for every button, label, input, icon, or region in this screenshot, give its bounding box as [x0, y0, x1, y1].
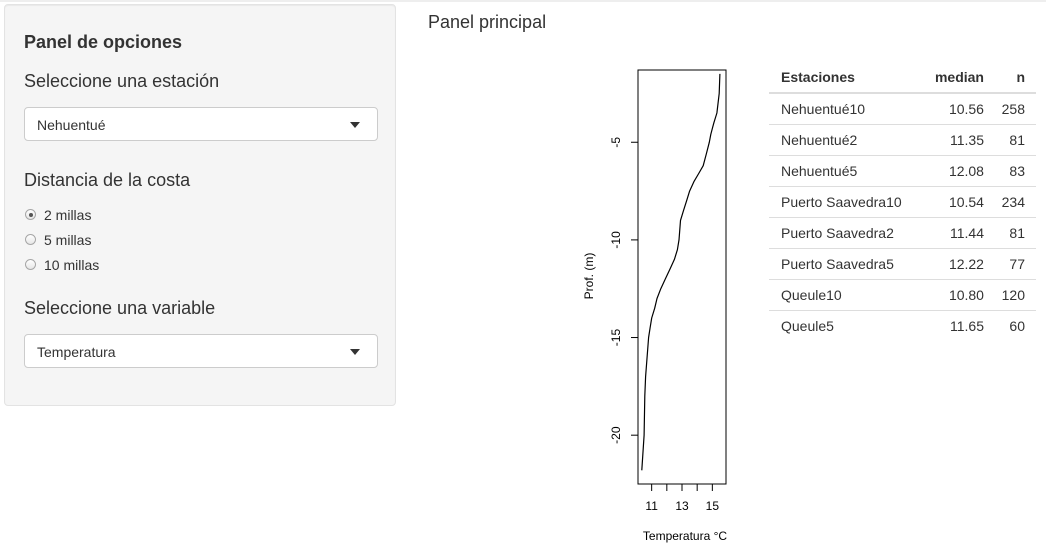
cell-station: Puerto Saavedra10 [769, 186, 920, 218]
cell-median: 10.56 [948, 101, 984, 117]
sidebar-title: Panel de opciones [24, 32, 183, 52]
cell-station: Puerto Saavedra2 [769, 217, 920, 249]
distance-label: Distancia de la costa [24, 170, 191, 190]
radio-unchecked-icon[interactable] [25, 234, 36, 245]
x-tick-label: 15 [706, 499, 720, 513]
chevron-down-icon [350, 122, 360, 128]
table-row: Nehuentué5 12.08 83 [769, 155, 1036, 187]
temperature-depth-plot: 11 13 15 -5 -10 -15 -20 Temperatura °C Prof. (m) [582, 69, 727, 543]
cell-n: 83 [995, 155, 1036, 187]
cell-n: 234 [995, 186, 1036, 218]
cell-median: 11.44 [919, 217, 996, 249]
table-row: Queule10 10.80 120 [769, 279, 1036, 311]
cell-n: 77 [995, 248, 1036, 280]
main-panel-title: Panel principal [428, 12, 547, 32]
station-select-value: Nehuentué [37, 117, 106, 133]
y-axis-label: Prof. (m) [582, 253, 596, 300]
table-row: Nehuentué10 10.56 258 [769, 93, 1036, 125]
cell-station: Nehuentué2 [769, 124, 920, 156]
radio-label: 2 millas [44, 207, 92, 223]
radio-checked-icon[interactable] [25, 209, 36, 220]
cell-n: 258 [1001, 101, 1025, 117]
variable-select-value: Temperatura [37, 344, 116, 360]
table-row: Queule5 11.65 60 [769, 310, 1036, 341]
cell-station: Nehuentué10 [781, 101, 866, 117]
cell-station: Nehuentué5 [769, 155, 920, 187]
cell-n: 60 [995, 310, 1036, 341]
profile-line [641, 73, 721, 471]
chevron-down-icon [350, 349, 360, 355]
station-label: Seleccione una estación [24, 71, 220, 91]
header-median: median [919, 62, 996, 94]
radio-label: 5 millas [44, 232, 92, 248]
cell-median: 11.65 [919, 310, 996, 341]
cell-median: 10.80 [919, 279, 996, 311]
header-n: n [995, 62, 1036, 94]
stations-summary-table: Estaciones median n Nehuentué10 10.56 25… [769, 62, 1036, 341]
cell-station: Puerto Saavedra5 [769, 248, 920, 280]
table-row: Puerto Saavedra10 10.54 234 [769, 186, 1036, 218]
cell-n: 81 [995, 124, 1036, 156]
radio-label: 10 millas [44, 257, 100, 273]
cell-station: Queule10 [769, 279, 920, 311]
cell-median: 10.54 [919, 186, 996, 218]
y-tick-label: -5 [609, 137, 623, 148]
y-tick-label: -15 [609, 329, 623, 347]
station-select[interactable]: Nehuentué [24, 107, 378, 141]
cell-median: 11.35 [919, 124, 996, 156]
top-divider [0, 0, 1046, 2]
variable-label: Seleccione una variable [24, 298, 216, 318]
cell-median: 12.08 [919, 155, 996, 187]
table-row: Puerto Saavedra5 12.22 77 [769, 248, 1036, 280]
table-header-row: Estaciones median n [769, 62, 1036, 94]
plot-frame [637, 69, 727, 485]
radio-unchecked-icon[interactable] [25, 259, 36, 270]
x-tick-label: 13 [675, 499, 689, 513]
x-axis-label: Temperatura °C [643, 529, 727, 543]
table-row: Puerto Saavedra2 11.44 81 [769, 217, 1036, 249]
y-tick-label: -20 [609, 426, 623, 444]
x-tick-label: 11 [645, 499, 658, 513]
variable-select[interactable]: Temperatura [24, 334, 378, 368]
cell-n: 81 [995, 217, 1036, 249]
header-estaciones: Estaciones [769, 62, 920, 94]
cell-station: Queule5 [769, 310, 920, 341]
table-row: Nehuentué2 11.35 81 [769, 124, 1036, 156]
y-tick-label: -10 [609, 231, 623, 249]
cell-median: 12.22 [919, 248, 996, 280]
sidebar-panel: Panel de opciones Seleccione una estació… [4, 4, 396, 406]
cell-n: 120 [995, 279, 1036, 311]
